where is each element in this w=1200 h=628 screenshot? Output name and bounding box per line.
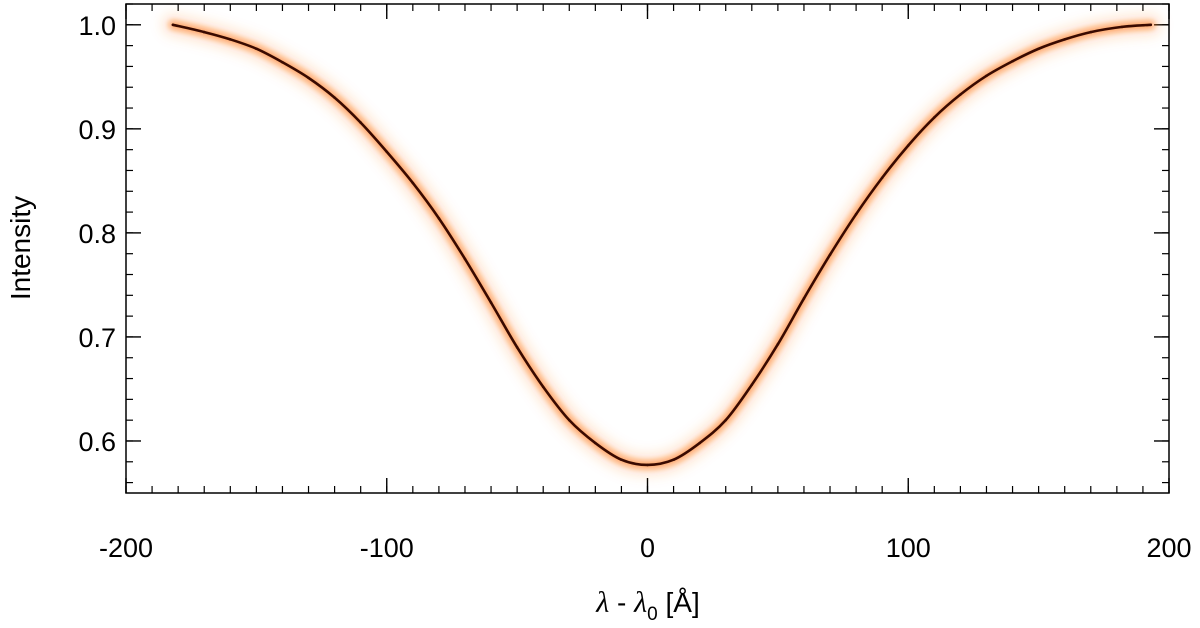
- x-axis-lambda-zero: λ: [633, 586, 647, 619]
- data-point: [1089, 30, 1093, 34]
- y-tick-label: 0.6: [78, 427, 116, 457]
- x-axis-minus: -: [609, 587, 634, 618]
- data-point: [776, 342, 780, 346]
- data-point: [567, 418, 571, 422]
- data-point: [750, 383, 754, 387]
- y-tick-label: 0.7: [78, 323, 116, 353]
- data-point: [307, 76, 310, 80]
- data-point: [1149, 23, 1153, 27]
- x-tick-label: -100: [360, 533, 414, 563]
- y-axis-title: Intensity: [5, 196, 36, 300]
- data-point: [515, 346, 519, 349]
- plot-frame: [125, 3, 1170, 494]
- data-point: [411, 181, 415, 185]
- data-point: [880, 176, 884, 180]
- x-axis-subscript: 0: [647, 604, 658, 625]
- data-point: [281, 60, 284, 64]
- data-point: [255, 47, 258, 51]
- data-point: [933, 116, 936, 119]
- data-point: [541, 385, 545, 389]
- data-point: [489, 301, 493, 304]
- data-point: [672, 458, 675, 462]
- y-tick-label: 1.0: [78, 11, 116, 41]
- x-axis-title: λ - λ0 [Å]: [595, 586, 699, 625]
- data-point: [802, 297, 806, 300]
- data-point: [646, 463, 649, 467]
- data-point: [333, 96, 336, 99]
- data-point: [959, 93, 962, 96]
- data-point: [385, 150, 389, 154]
- series-layer: [161, 13, 1162, 476]
- data-point: [724, 418, 728, 422]
- data-point: [1120, 25, 1124, 29]
- x-axis-unit: [Å]: [658, 587, 700, 618]
- data-point: [1011, 59, 1014, 63]
- x-tick-label: 200: [1146, 533, 1191, 563]
- data-point: [202, 30, 206, 34]
- data-point: [463, 257, 467, 261]
- data-point: [698, 441, 701, 445]
- y-tick-label: 0.9: [78, 115, 116, 145]
- x-axis-lambda: λ: [595, 586, 609, 619]
- tick-labels: -200 -100 0 100 200 0.6 0.7 0.8 0.9 1.0: [78, 11, 1191, 563]
- data-point: [854, 212, 858, 216]
- data-point: [828, 253, 832, 257]
- data-point: [985, 74, 988, 78]
- series-line: [171, 23, 1153, 467]
- x-tick-label: -200: [99, 533, 153, 563]
- x-tick-label: 100: [886, 533, 931, 563]
- data-point: [359, 121, 362, 124]
- axis-ticks: [125, 3, 1170, 493]
- data-point: [171, 23, 175, 27]
- x-tick-label: 0: [640, 533, 655, 563]
- data-point: [620, 458, 623, 462]
- plot-background: [126, 4, 1169, 493]
- data-point: [229, 38, 232, 41]
- data-point: [437, 217, 441, 220]
- y-tick-label: 0.8: [78, 219, 116, 249]
- data-point: [906, 144, 910, 147]
- data-point: [594, 441, 597, 445]
- data-point: [1063, 38, 1066, 41]
- data-point: [1037, 47, 1040, 51]
